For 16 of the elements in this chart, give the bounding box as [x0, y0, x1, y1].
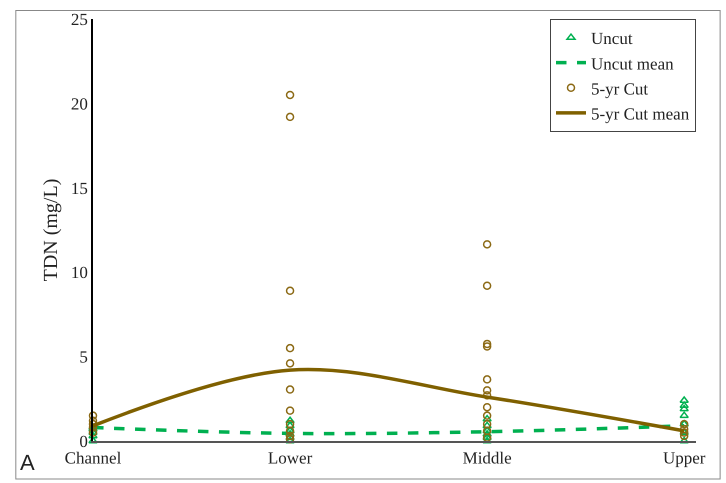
- x-tick-label: Channel: [64, 448, 122, 468]
- y-tick-label: 0: [79, 432, 88, 451]
- y-tick-label: 25: [70, 10, 88, 29]
- y-tick-label: 10: [70, 263, 88, 282]
- y-axis-title: TDN (mg/L): [40, 178, 62, 282]
- legend-label: 5-yr Cut mean: [591, 104, 690, 124]
- y-tick-label: 15: [70, 178, 88, 198]
- y-tick-label: 20: [70, 94, 88, 114]
- legend-label: Uncut mean: [591, 54, 674, 74]
- text: A: [20, 450, 35, 475]
- legend-label: 5-yr Cut: [591, 79, 648, 98]
- x-tick-label: Lower: [268, 448, 313, 468]
- y-tick-label: 5: [79, 348, 88, 367]
- legend-label: Uncut: [591, 29, 633, 48]
- x-tick-label: Upper: [662, 448, 706, 468]
- x-tick-label: Middle: [462, 448, 512, 468]
